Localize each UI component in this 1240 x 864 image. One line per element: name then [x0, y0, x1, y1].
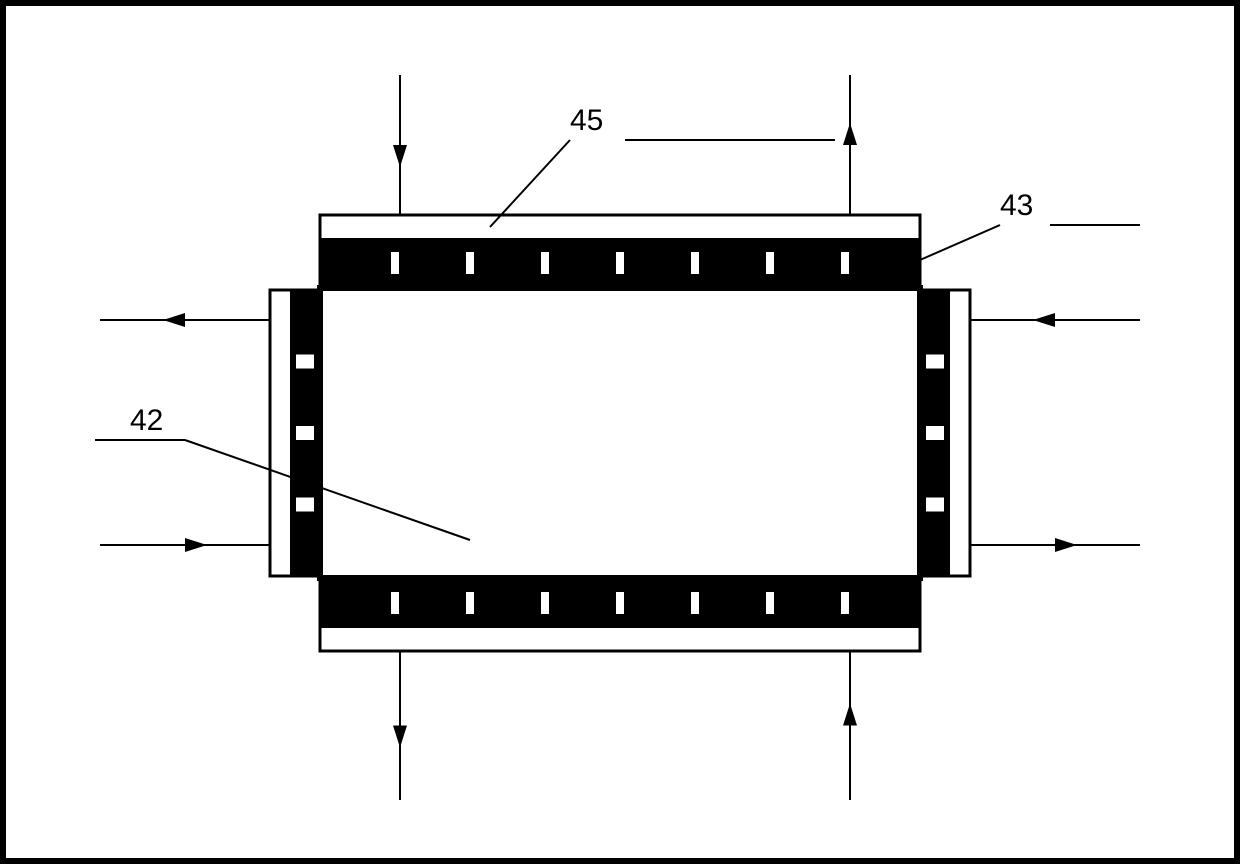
technical-diagram: 45 43 42 [0, 0, 1240, 864]
top-band-tick [841, 252, 849, 274]
bottom-band-tick [466, 592, 474, 614]
arrow-left-top-head [163, 313, 185, 327]
bottom-band-tick [691, 592, 699, 614]
top-band-tick [391, 252, 399, 274]
right-band-tick [926, 426, 944, 440]
arrow-top-right-head [843, 123, 857, 145]
label-43-leader [920, 225, 1000, 260]
bottom-band-tick [841, 592, 849, 614]
arrow-right-bottom-head [1055, 538, 1077, 552]
top-band-tick [541, 252, 549, 274]
bottom-band-tick [541, 592, 549, 614]
bottom-band-tick [616, 592, 624, 614]
arrow-right-top-head [1033, 313, 1055, 327]
arrow-top-left-head [393, 145, 407, 167]
left-band-tick [296, 355, 314, 369]
arrow-left-bottom-head [185, 538, 207, 552]
top-band-tick [691, 252, 699, 274]
top-band-tick [766, 252, 774, 274]
top-band-tick [466, 252, 474, 274]
bottom-band-tick [391, 592, 399, 614]
arrow-bottom-right-head [843, 704, 857, 726]
arrow-bottom-left-head [393, 726, 407, 748]
left-band-tick [296, 426, 314, 440]
label-45-text: 45 [570, 104, 603, 137]
right-band-tick [926, 498, 944, 512]
bottom-band-tick [766, 592, 774, 614]
inner-cavity [320, 288, 920, 578]
top-band-tick [616, 252, 624, 274]
label-42-text: 42 [130, 404, 163, 437]
left-band-tick [296, 498, 314, 512]
label-43-text: 43 [1000, 189, 1033, 222]
right-band-tick [926, 355, 944, 369]
